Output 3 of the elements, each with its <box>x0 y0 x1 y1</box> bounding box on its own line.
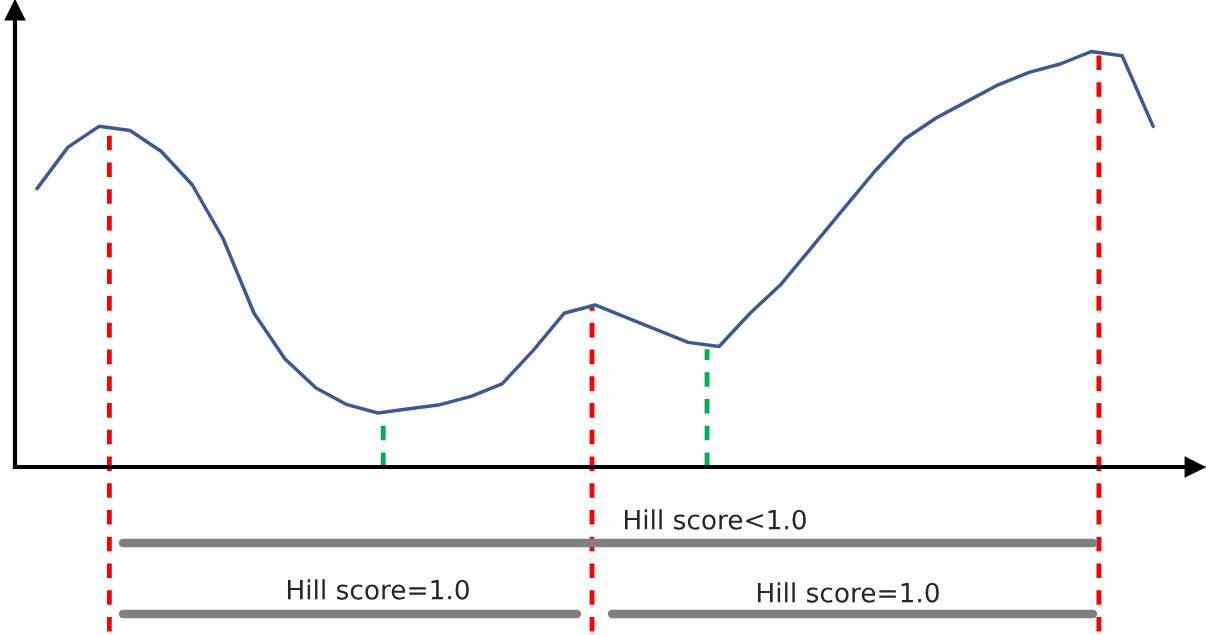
text: Hill score=1.0 <box>287 579 469 600</box>
text: Hill score=1.0 <box>757 582 939 603</box>
text: Hill score<1.0 <box>624 509 806 530</box>
